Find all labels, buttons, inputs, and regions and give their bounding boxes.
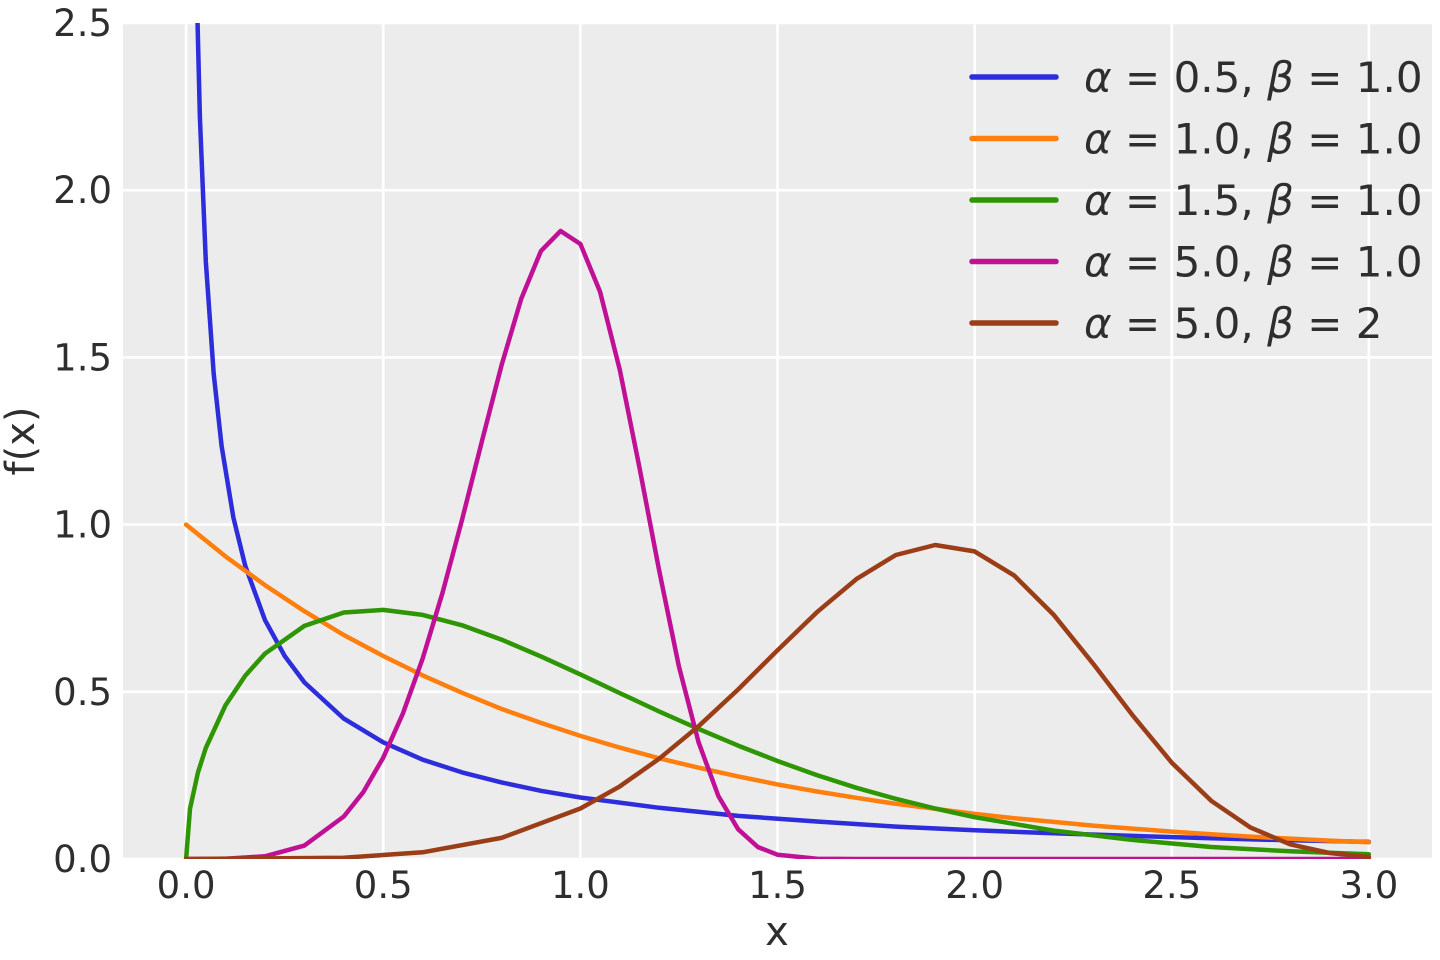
x-tick-label: 1.0 (551, 864, 610, 907)
legend-label: α = 5.0, β = 1.0 (1084, 238, 1423, 287)
legend-label: α = 1.5, β = 1.0 (1084, 176, 1423, 225)
x-tick-label: 2.0 (945, 864, 1004, 907)
x-tick-label: 2.5 (1142, 864, 1201, 907)
series-line-0 (195, 23, 1372, 845)
legend: α = 0.5, β = 1.0 α = 1.0, β = 1.0 α = 1.5,… (969, 53, 1423, 348)
legend-label: α = 5.0, β = 2 (1084, 299, 1383, 348)
legend-item: α = 1.0, β = 1.0 (969, 115, 1423, 164)
x-tick-label: 3.0 (1339, 864, 1398, 907)
series-curves (183, 23, 1372, 859)
x-axis-label: x (765, 909, 789, 955)
legend-item: α = 1.5, β = 1.0 (969, 176, 1423, 225)
y-tick-label: 1.5 (53, 336, 112, 379)
series-line-1 (183, 522, 1372, 845)
series-line-3 (183, 228, 1372, 859)
legend-label: α = 0.5, β = 1.0 (1084, 53, 1423, 102)
x-tick-label: 0.5 (354, 864, 413, 907)
x-tick-labels: 0.0 0.5 1.0 1.5 2.0 2.5 3.0 (157, 864, 1399, 907)
y-axis-label: f(x) (0, 407, 44, 476)
plot-layer: 0.0 0.5 1.0 1.5 2.0 2.5 3.0 0.0 0.5 1.0 1.5 2.0 2.5 (53, 2, 1432, 907)
legend-item: α = 5.0, β = 1.0 (969, 238, 1423, 287)
series-line-2 (183, 607, 1372, 859)
x-tick-label: 1.5 (748, 864, 807, 907)
legend-label: α = 1.0, β = 1.0 (1084, 115, 1423, 164)
y-tick-label: 0.5 (53, 671, 112, 714)
x-tick-label: 0.0 (157, 864, 216, 907)
series-line-4 (183, 542, 1372, 859)
legend-item: α = 0.5, β = 1.0 (969, 53, 1423, 102)
y-tick-label: 1.0 (53, 504, 112, 547)
y-tick-label: 2.0 (53, 169, 112, 212)
y-tick-labels: 0.0 0.5 1.0 1.5 2.0 2.5 (53, 2, 112, 881)
y-tick-label: 0.0 (53, 838, 112, 881)
y-tick-label: 2.5 (53, 2, 112, 45)
legend-item: α = 5.0, β = 2 (969, 299, 1383, 348)
